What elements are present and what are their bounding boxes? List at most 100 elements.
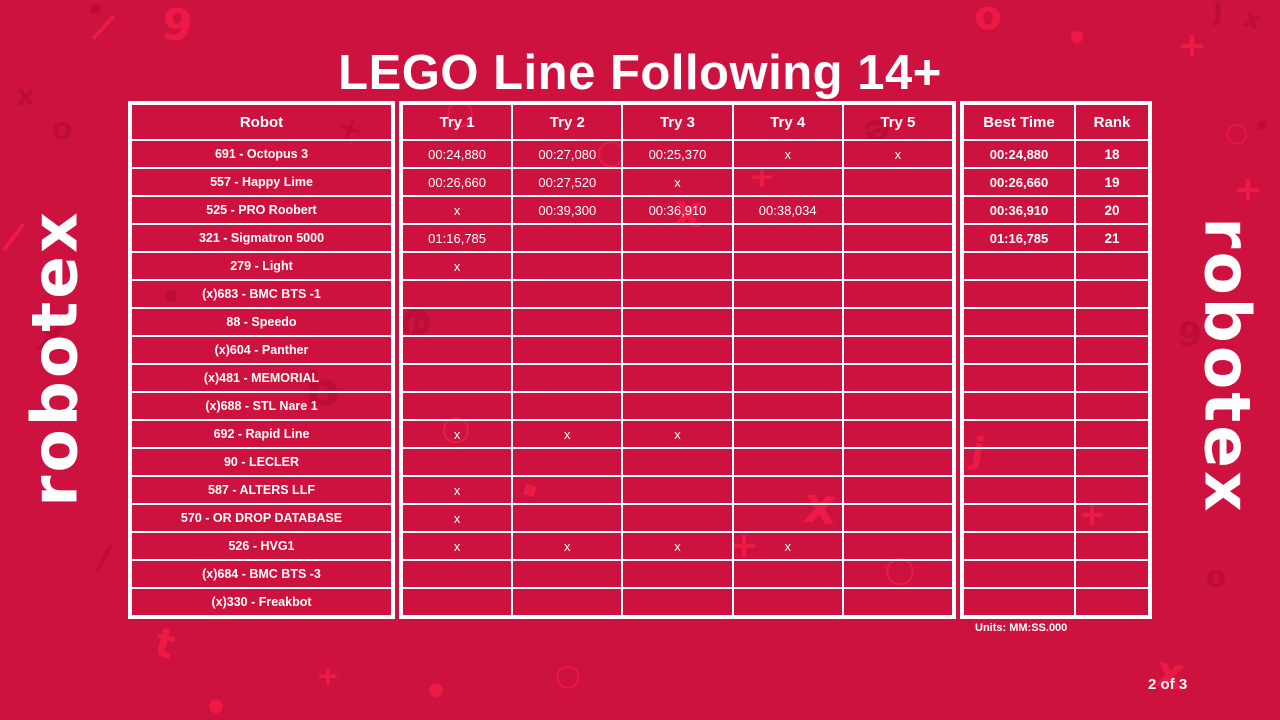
try-time-cell bbox=[842, 448, 953, 476]
decor-glyph: ○ bbox=[1225, 118, 1249, 148]
best-time-cell bbox=[963, 420, 1075, 448]
best-time-cell bbox=[963, 392, 1075, 420]
robot-name-cell: 570 - OR DROP DATABASE bbox=[131, 504, 392, 532]
try-time-cell: x bbox=[512, 532, 623, 560]
column-header-try-2: Try 2 bbox=[512, 104, 623, 140]
try-time-cell bbox=[622, 392, 733, 420]
rank-cell bbox=[1075, 532, 1149, 560]
decor-glyph: + bbox=[1232, 169, 1264, 210]
robot-name-cell: 526 - HVG1 bbox=[131, 532, 392, 560]
best-time-cell: 00:36,910 bbox=[963, 196, 1075, 224]
try-time-cell bbox=[622, 504, 733, 532]
try-time-cell bbox=[622, 588, 733, 616]
decor-glyph: t bbox=[149, 619, 181, 669]
rank-cell bbox=[1075, 336, 1149, 364]
try-time-cell bbox=[732, 504, 843, 532]
decor-glyph: ● bbox=[1256, 117, 1268, 131]
try-time-cell bbox=[842, 364, 953, 392]
column-header-rank: Rank bbox=[1075, 104, 1149, 140]
rank-cell bbox=[1075, 476, 1149, 504]
column-header-best-time: Best Time bbox=[963, 104, 1075, 140]
rank-cell bbox=[1075, 420, 1149, 448]
try-time-cell bbox=[622, 448, 733, 476]
decor-glyph: + bbox=[728, 525, 760, 566]
try-time-cell bbox=[402, 364, 513, 392]
try-time-cell bbox=[622, 280, 733, 308]
rank-cell: 19 bbox=[1075, 168, 1149, 196]
decor-glyph: ● bbox=[1070, 26, 1084, 45]
decor-glyph: j bbox=[1212, 0, 1224, 27]
try-time-cell bbox=[842, 224, 953, 252]
rank-cell bbox=[1075, 392, 1149, 420]
try-time-cell: 00:27,080 bbox=[512, 140, 623, 168]
try-time-cell: x bbox=[622, 532, 733, 560]
try-time-cell: x bbox=[732, 532, 843, 560]
decor-glyph: ○ bbox=[441, 408, 471, 448]
robotex-logo-right: robotex bbox=[1191, 217, 1264, 514]
robot-name-cell: (x)684 - BMC BTS -3 bbox=[131, 560, 392, 588]
decor-glyph: ○ bbox=[554, 658, 582, 693]
try-time-cell bbox=[512, 280, 623, 308]
try-time-cell: 00:39,300 bbox=[512, 196, 623, 224]
try-time-cell bbox=[622, 476, 733, 504]
best-time-cell bbox=[963, 308, 1075, 336]
try-time-cell: x bbox=[622, 168, 733, 196]
try-time-cell bbox=[842, 308, 953, 336]
robot-name-cell: (x)604 - Panther bbox=[131, 336, 392, 364]
try-time-cell bbox=[732, 224, 843, 252]
try-time-cell bbox=[842, 168, 953, 196]
best-time-cell bbox=[963, 336, 1075, 364]
try-time-cell bbox=[402, 392, 513, 420]
decor-glyph: ● bbox=[164, 285, 178, 304]
try-time-cell bbox=[732, 252, 843, 280]
try-time-cell: x bbox=[842, 140, 953, 168]
decor-glyph: o bbox=[51, 112, 73, 147]
best-time-cell bbox=[963, 448, 1075, 476]
tries-section: Try 1 Try 2 Try 3 Try 4 Try 5 00:24,880 00:27,… bbox=[399, 101, 956, 619]
robot-name-cell: 90 - LECLER bbox=[131, 448, 392, 476]
try-time-cell: 01:16,785 bbox=[402, 224, 513, 252]
decor-glyph: 9 bbox=[158, 0, 196, 53]
decor-glyph: / bbox=[94, 537, 114, 579]
robotex-logo-text: robotex bbox=[1190, 217, 1264, 515]
best-time-cell bbox=[963, 364, 1075, 392]
try-time-cell: x bbox=[512, 420, 623, 448]
try-time-cell bbox=[842, 532, 953, 560]
try-time-cell bbox=[842, 420, 953, 448]
best-time-cell bbox=[963, 280, 1075, 308]
decor-glyph: ■ bbox=[89, 0, 103, 16]
try-time-cell: x bbox=[402, 420, 513, 448]
try-time-cell: x bbox=[402, 504, 513, 532]
robot-name-cell: 279 - Light bbox=[131, 252, 392, 280]
robot-name-cell: 587 - ALTERS LLF bbox=[131, 476, 392, 504]
try-time-cell bbox=[512, 392, 623, 420]
try-time-cell bbox=[842, 392, 953, 420]
rank-cell bbox=[1075, 252, 1149, 280]
robot-name-cell: 692 - Rapid Line bbox=[131, 420, 392, 448]
best-time-cell: 00:26,660 bbox=[963, 168, 1075, 196]
try-time-cell bbox=[842, 560, 953, 588]
try-time-cell bbox=[512, 336, 623, 364]
try-time-cell: x bbox=[402, 196, 513, 224]
try-time-cell bbox=[842, 336, 953, 364]
try-time-cell bbox=[732, 336, 843, 364]
decor-glyph: + bbox=[1176, 25, 1208, 66]
try-time-cell: x bbox=[622, 420, 733, 448]
rank-cell bbox=[1075, 280, 1149, 308]
try-time-cell bbox=[842, 196, 953, 224]
best-time-cell: 01:16,785 bbox=[963, 224, 1075, 252]
try-time-cell bbox=[732, 308, 843, 336]
column-header-try-4: Try 4 bbox=[732, 104, 843, 140]
try-time-cell: 00:26,660 bbox=[402, 168, 513, 196]
decor-glyph: o bbox=[974, 0, 1002, 39]
robot-column-section: Robot 691 - Octopus 3 557 - Happy Lime 525 … bbox=[128, 101, 395, 619]
column-header-robot: Robot bbox=[131, 104, 392, 140]
try-time-cell bbox=[622, 224, 733, 252]
robot-name-cell: (x)330 - Freakbot bbox=[131, 588, 392, 616]
try-time-cell bbox=[732, 560, 843, 588]
best-time-cell bbox=[963, 504, 1075, 532]
try-time-cell bbox=[622, 252, 733, 280]
robot-name-cell: 525 - PRO Roobert bbox=[131, 196, 392, 224]
